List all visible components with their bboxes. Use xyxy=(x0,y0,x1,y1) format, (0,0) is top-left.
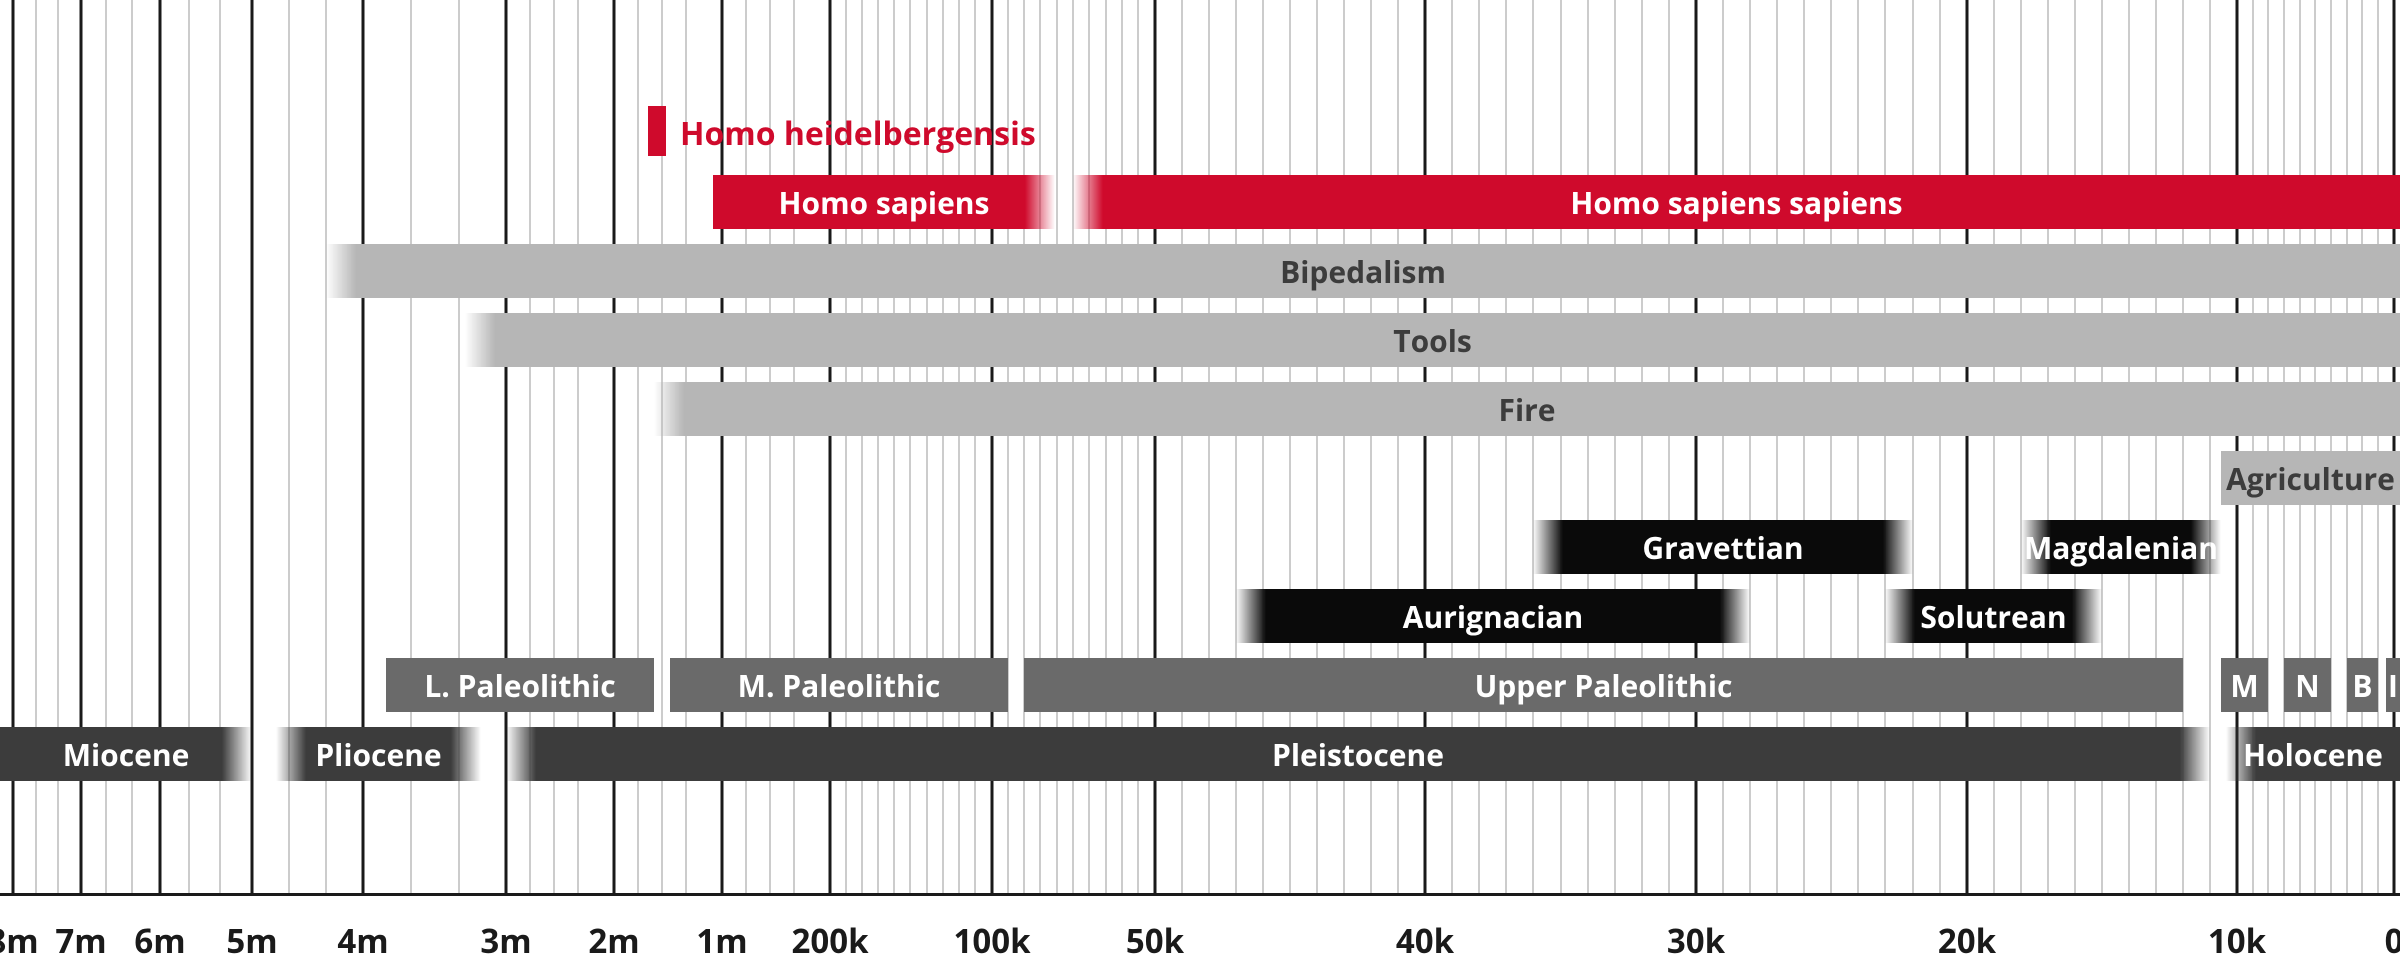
bar-label: Homo sapiens sapiens xyxy=(1570,182,1902,223)
bar-homo-sapiens-sapiens: Homo sapiens sapiens xyxy=(1073,175,2400,229)
bar-label: M. Paleolithic xyxy=(738,665,941,706)
bar-label: I xyxy=(2388,665,2398,706)
bar-label: Holocene xyxy=(2243,734,2383,775)
bar-fire: Fire xyxy=(654,382,2400,436)
tick-label: 3m xyxy=(480,918,531,963)
bar-label: Magdalenian xyxy=(2024,527,2218,568)
bar-label: Agriculture xyxy=(2226,458,2395,499)
bar-upper-paleolithic: Upper Paleolithic xyxy=(1024,658,2183,712)
bar-tools: Tools xyxy=(465,313,2400,367)
bar-label: M xyxy=(2230,665,2258,706)
bar-neolithic: N xyxy=(2284,658,2331,712)
bar-label: Bipedalism xyxy=(1280,251,1446,292)
bar-label: Pleistocene xyxy=(1272,734,1444,775)
bar-pleistocene: Pleistocene xyxy=(506,727,2210,781)
x-axis xyxy=(0,893,2400,896)
tick-label: 7m xyxy=(55,918,106,963)
tick-label: 4m xyxy=(337,918,388,963)
bar-miocene: Miocene xyxy=(0,727,252,781)
tick-label: 10k xyxy=(2208,918,2266,963)
bar-label: Fire xyxy=(1499,389,1556,430)
timeline-chart: Homo heidelbergensis Homo sapiens Homo sap… xyxy=(0,0,2400,970)
bar-label: N xyxy=(2295,665,2319,706)
bar-label: Tools xyxy=(1393,320,1472,361)
tick-label: 6m xyxy=(134,918,185,963)
bar-mesolithic: M xyxy=(2221,658,2268,712)
bar-label: Solutrean xyxy=(1920,596,2066,637)
tick-label: 2m xyxy=(588,918,639,963)
tick-label: 8m xyxy=(0,918,39,963)
bar-homo-heidelbergensis-marker xyxy=(648,106,666,156)
bar-label: Pliocene xyxy=(315,734,441,775)
tick-label: 5m xyxy=(226,918,277,963)
bar-aurignacian: Aurignacian xyxy=(1236,589,1750,643)
bar-label: Homo sapiens xyxy=(779,182,990,223)
bar-homo-sapiens: Homo sapiens xyxy=(713,175,1055,229)
outside-label-homo-heidelbergensis-marker: Homo heidelbergensis xyxy=(680,112,1036,155)
bar-gravettian: Gravettian xyxy=(1533,520,1913,574)
bar-middle-paleolithic: M. Paleolithic xyxy=(670,658,1008,712)
tick-label: 30k xyxy=(1667,918,1725,963)
tick-label: 50k xyxy=(1126,918,1184,963)
bar-agriculture: Agriculture xyxy=(2221,451,2400,505)
bar-iron-age: I xyxy=(2386,658,2400,712)
bar-label: L. Paleolithic xyxy=(424,665,615,706)
bar-bronze-age: B xyxy=(2347,658,2378,712)
bar-solutrean: Solutrean xyxy=(1885,589,2102,643)
bar-label: Gravettian xyxy=(1642,527,1803,568)
tick-label: 20k xyxy=(1938,918,1996,963)
bar-label: Aurignacian xyxy=(1403,596,1583,637)
bar-lower-paleolithic: L. Paleolithic xyxy=(386,658,654,712)
tick-label: 1m xyxy=(696,918,747,963)
tick-label: 200k xyxy=(791,918,868,963)
bar-label: Miocene xyxy=(63,734,190,775)
tick-label: 40k xyxy=(1396,918,1454,963)
bar-holocene: Holocene xyxy=(2226,727,2400,781)
tick-label: 100k xyxy=(953,918,1030,963)
bar-label: B xyxy=(2352,665,2372,706)
bar-label: Upper Paleolithic xyxy=(1475,665,1733,706)
bar-magdalenian: Magdalenian xyxy=(2021,520,2221,574)
bar-bipedalism: Bipedalism xyxy=(326,244,2400,298)
bar-pliocene: Pliocene xyxy=(276,727,481,781)
tick-label: 0 xyxy=(2385,918,2400,963)
